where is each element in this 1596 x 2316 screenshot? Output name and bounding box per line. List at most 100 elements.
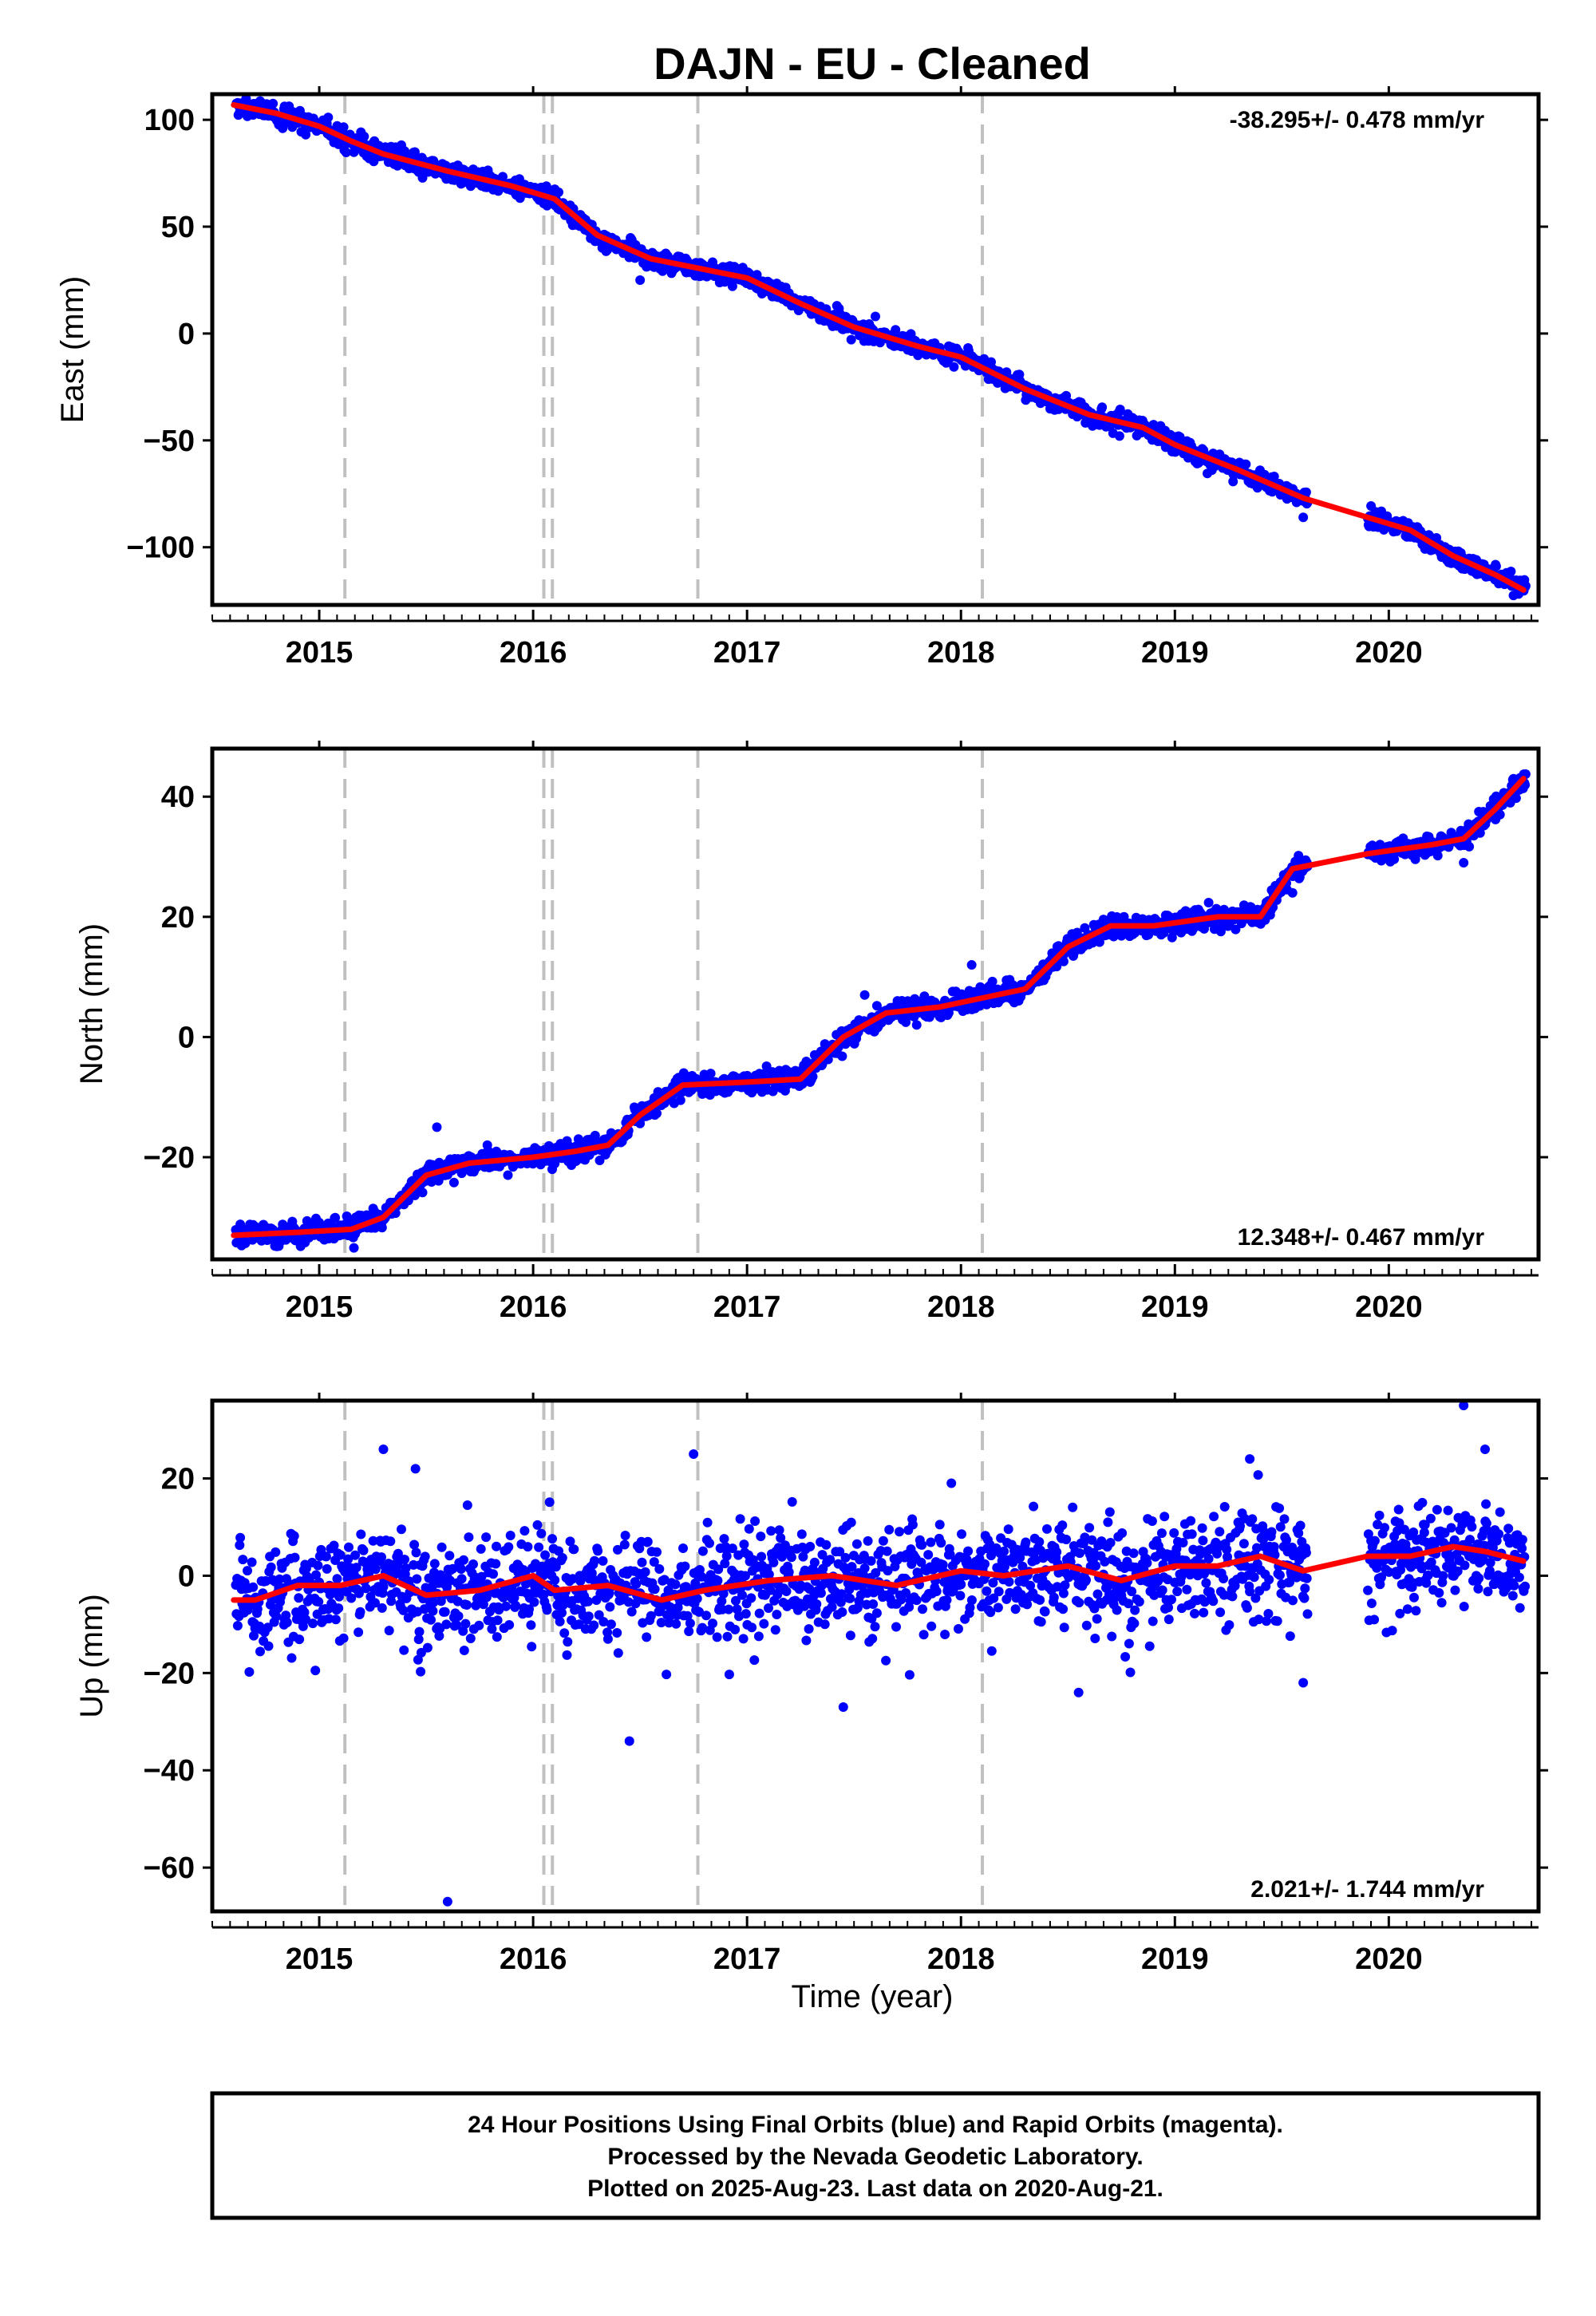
up-point (1034, 1537, 1045, 1547)
up-point (836, 1589, 847, 1599)
up-point (738, 1634, 749, 1644)
up-point (1068, 1502, 1078, 1512)
up-point (717, 1596, 727, 1607)
north-point (1495, 809, 1505, 820)
east-point (359, 132, 369, 141)
north-xtick-label-4: 2019 (1141, 1290, 1209, 1324)
up-point (866, 1555, 876, 1566)
up-point (868, 1599, 879, 1609)
north-plot-area (231, 749, 1531, 1259)
up-point (692, 1594, 702, 1604)
up-point (946, 1478, 957, 1488)
up-point (697, 1622, 708, 1633)
up-point (965, 1603, 975, 1613)
up-point (540, 1550, 551, 1560)
up-point (412, 1574, 422, 1584)
up-point (1016, 1590, 1026, 1600)
north-xtick-label-1: 2016 (500, 1290, 567, 1324)
up-point (235, 1540, 245, 1551)
up-point (429, 1597, 439, 1607)
north-point (652, 1109, 662, 1119)
north-point (675, 1095, 685, 1105)
north-point (901, 1017, 911, 1027)
up-point (764, 1603, 773, 1613)
up-point (680, 1561, 690, 1571)
up-point (289, 1531, 299, 1541)
east-point (341, 148, 351, 157)
up-point (1058, 1604, 1069, 1614)
up-point (772, 1610, 782, 1619)
up-point (356, 1529, 366, 1539)
north-point (1389, 854, 1400, 864)
up-point (812, 1599, 822, 1609)
up-point (492, 1615, 503, 1626)
north-point (1475, 828, 1485, 838)
up-point (301, 1614, 311, 1625)
up-point (311, 1570, 321, 1580)
up-point (882, 1546, 892, 1556)
up-point (428, 1606, 438, 1616)
up-point (334, 1603, 344, 1614)
up-point (837, 1607, 847, 1617)
up-point (613, 1544, 622, 1555)
up-point (335, 1550, 346, 1560)
up-point (881, 1655, 891, 1666)
up-point (569, 1544, 579, 1555)
up-point (840, 1552, 851, 1563)
up-point (492, 1541, 501, 1551)
up-point (384, 1626, 394, 1636)
up-point (487, 1624, 497, 1634)
up-point (562, 1650, 572, 1660)
up-point (247, 1557, 257, 1567)
up-point (481, 1592, 492, 1603)
figure-title: DAJN - EU - Cleaned (654, 38, 1091, 89)
up-point (243, 1566, 252, 1576)
up-point (750, 1516, 760, 1526)
up-point (436, 1596, 446, 1607)
up-point (385, 1536, 396, 1547)
east-xtick-label-1: 2016 (500, 636, 567, 670)
north-point (705, 1069, 716, 1079)
up-point (338, 1633, 349, 1643)
up-point (786, 1552, 796, 1563)
up-point (719, 1534, 729, 1544)
up-point (766, 1526, 776, 1536)
up-point (468, 1559, 478, 1569)
up-point (787, 1496, 797, 1507)
up-point (631, 1579, 642, 1589)
up-point (801, 1635, 812, 1646)
up-point (670, 1579, 681, 1590)
up-point (557, 1607, 567, 1618)
up-point (954, 1624, 963, 1634)
up-point (377, 1552, 386, 1563)
east-point (752, 270, 762, 280)
up-point (923, 1550, 934, 1560)
up-point (524, 1604, 534, 1614)
east-point (323, 113, 334, 123)
up-point (557, 1553, 567, 1563)
east-frame (210, 92, 1541, 607)
up-point (409, 1539, 420, 1550)
up-point (534, 1542, 544, 1552)
north-point (349, 1243, 359, 1253)
up-point (527, 1642, 537, 1652)
up-point (606, 1619, 616, 1630)
up-point (290, 1552, 300, 1563)
up-point (654, 1564, 665, 1574)
up-point (642, 1632, 652, 1642)
up-point (759, 1618, 769, 1629)
up-point (536, 1528, 547, 1539)
up-point (322, 1563, 332, 1574)
up-point (721, 1551, 732, 1561)
up-point (1052, 1547, 1062, 1557)
up-point (770, 1625, 780, 1635)
up-point (671, 1618, 681, 1629)
north-point (1144, 930, 1154, 940)
up-point (986, 1607, 996, 1618)
up-point (505, 1531, 516, 1540)
up-point (344, 1542, 354, 1552)
east-point (1175, 432, 1185, 442)
up-point (816, 1588, 826, 1599)
up-point (756, 1531, 766, 1542)
up-point (263, 1641, 274, 1651)
